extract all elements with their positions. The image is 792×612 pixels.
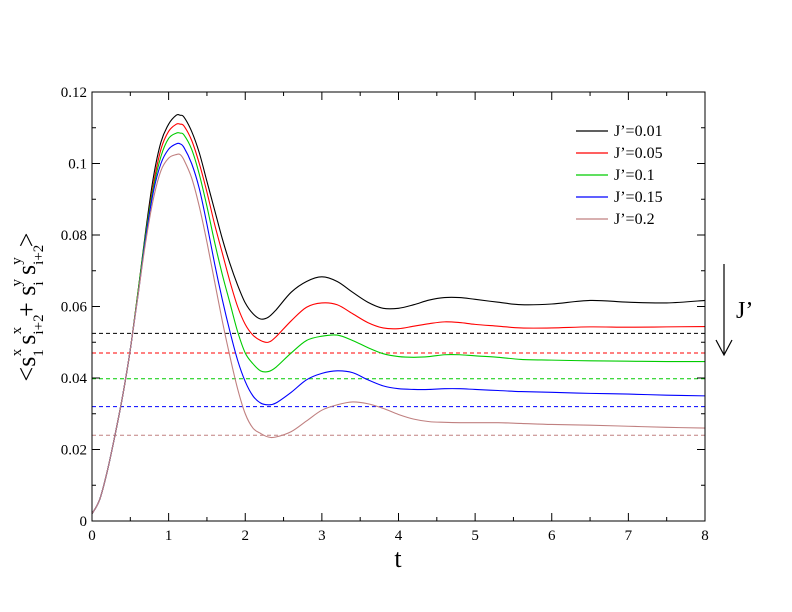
- arrow-head: [715, 339, 733, 357]
- ylabel-part: + s: [12, 286, 41, 317]
- ylabel-part: s: [12, 335, 41, 345]
- x-tick-label: 6: [548, 528, 556, 544]
- series-line-4: [91, 142, 706, 515]
- ylabel-sub: i+2: [31, 245, 47, 265]
- ylabel-part: <s: [12, 357, 41, 382]
- ylabel-sub: 1: [31, 349, 47, 357]
- x-tick-label: 4: [395, 528, 403, 544]
- x-tick-label: 5: [471, 528, 479, 544]
- legend: J’=0.01 J’=0.05 J’=0.1 J’=0.15 J’=0.2: [576, 123, 663, 228]
- jprime-arrow-annotation: J’: [715, 264, 753, 357]
- x-tick-label: 7: [625, 528, 633, 544]
- y-tick-label: 0: [80, 514, 88, 530]
- ylabel-sup: x: [9, 326, 25, 334]
- x-tick-label: 0: [88, 528, 96, 544]
- y-tick-label: 0.04: [61, 371, 88, 387]
- x-tick-label: 3: [318, 528, 326, 544]
- x-tick-label: 1: [165, 528, 173, 544]
- ylabel-sub: i: [31, 281, 47, 285]
- y-tick-label: 0.02: [61, 443, 87, 459]
- legend-label: J’=0.2: [614, 211, 655, 228]
- ylabel-part: >: [12, 233, 41, 248]
- reference-lines: [92, 332, 705, 436]
- ylabel-sub: i+2: [31, 314, 47, 334]
- y-tick-label: 0.06: [61, 300, 88, 316]
- series-line-5: [91, 153, 706, 515]
- axis-ticks: 0 1 2 3 4 5 6 7 8 0 0.02 0.04 0.06 0.08 0.1 0.12: [61, 85, 709, 544]
- series-line-3: [91, 132, 706, 515]
- svg-text:<s1xsi+2x+ siysi+2y>: <s1xsi+2x+ siysi+2y>: [9, 233, 47, 382]
- legend-label: J’=0.15: [614, 189, 663, 206]
- series-lines: [91, 113, 706, 515]
- y-axis-label: <s1xsi+2x+ siysi+2y>: [9, 233, 47, 382]
- y-tick-label: 0.1: [68, 157, 87, 173]
- ylabel-sup: x: [9, 348, 25, 356]
- series-line-1: [91, 113, 706, 515]
- ylabel-sup: y: [9, 257, 25, 265]
- y-tick-label: 0.08: [61, 228, 87, 244]
- ylabel-sup: y: [9, 278, 25, 286]
- legend-label: J’=0.1: [614, 167, 655, 184]
- annotation-label: J’: [736, 298, 753, 324]
- x-axis-label: t: [394, 544, 402, 573]
- x-tick-label: 8: [701, 528, 709, 544]
- legend-label: J’=0.01: [614, 123, 663, 140]
- y-tick-label: 0.12: [61, 85, 87, 101]
- x-tick-label: 2: [242, 528, 250, 544]
- ylabel-part: s: [12, 265, 41, 275]
- legend-label: J’=0.05: [614, 145, 663, 162]
